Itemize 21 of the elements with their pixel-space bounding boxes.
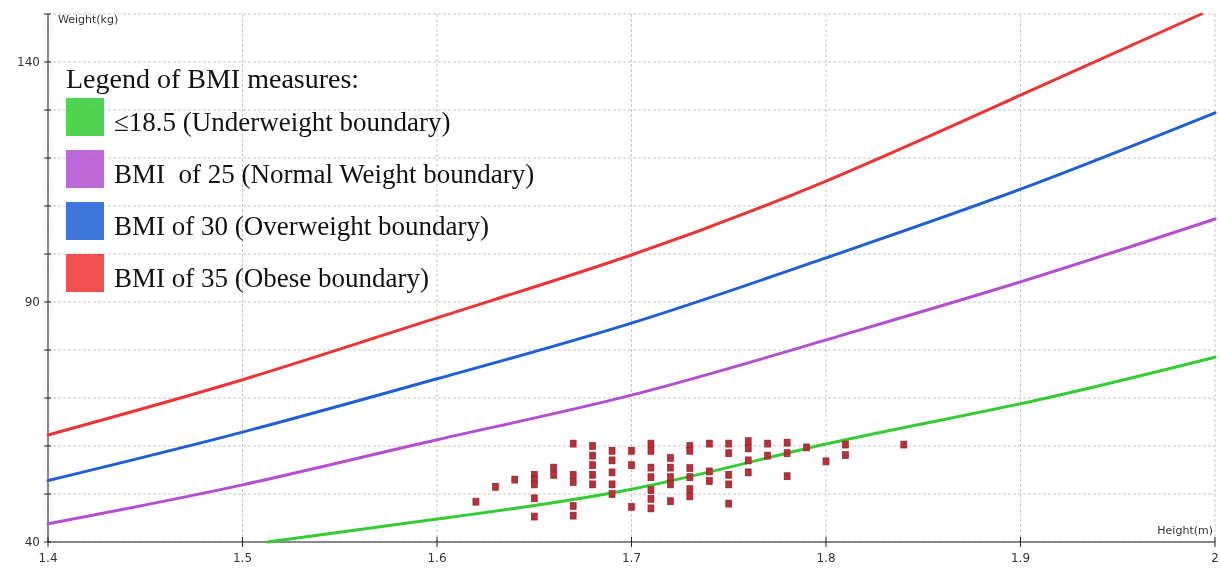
legend-label: ≤18.5 (Underweight boundary)	[114, 107, 451, 137]
y-axis-title: Weight(kg)	[58, 13, 119, 26]
x-tick-label: 1.8	[816, 551, 836, 565]
y-tick-label: 40	[24, 535, 40, 549]
line-series	[266, 355, 1217, 544]
line-series	[46, 217, 1217, 526]
x-tick-label: 1.4	[38, 551, 58, 565]
x-axis-title: Height(m)	[1157, 524, 1213, 537]
line-series	[46, 111, 1217, 483]
x-tick-label: 2	[1211, 551, 1219, 565]
y-tick-label: 90	[24, 295, 40, 309]
y-tick-label: 140	[17, 55, 40, 69]
x-tick-label: 1.9	[1010, 551, 1031, 565]
line-series	[46, 12, 1203, 437]
x-tick-label: 1.7	[621, 551, 642, 565]
legend-label: BMI of 35 (Obese boundary)	[114, 263, 429, 293]
legend-label: BMI of 25 (Normal Weight boundary)	[114, 159, 535, 189]
legend-title: Legend of BMI measures:	[66, 63, 360, 94]
x-tick-label: 1.6	[427, 551, 447, 565]
x-tick-label: 1.5	[232, 551, 253, 565]
legend-label: BMI of 30 (Overweight boundary)	[114, 211, 489, 241]
